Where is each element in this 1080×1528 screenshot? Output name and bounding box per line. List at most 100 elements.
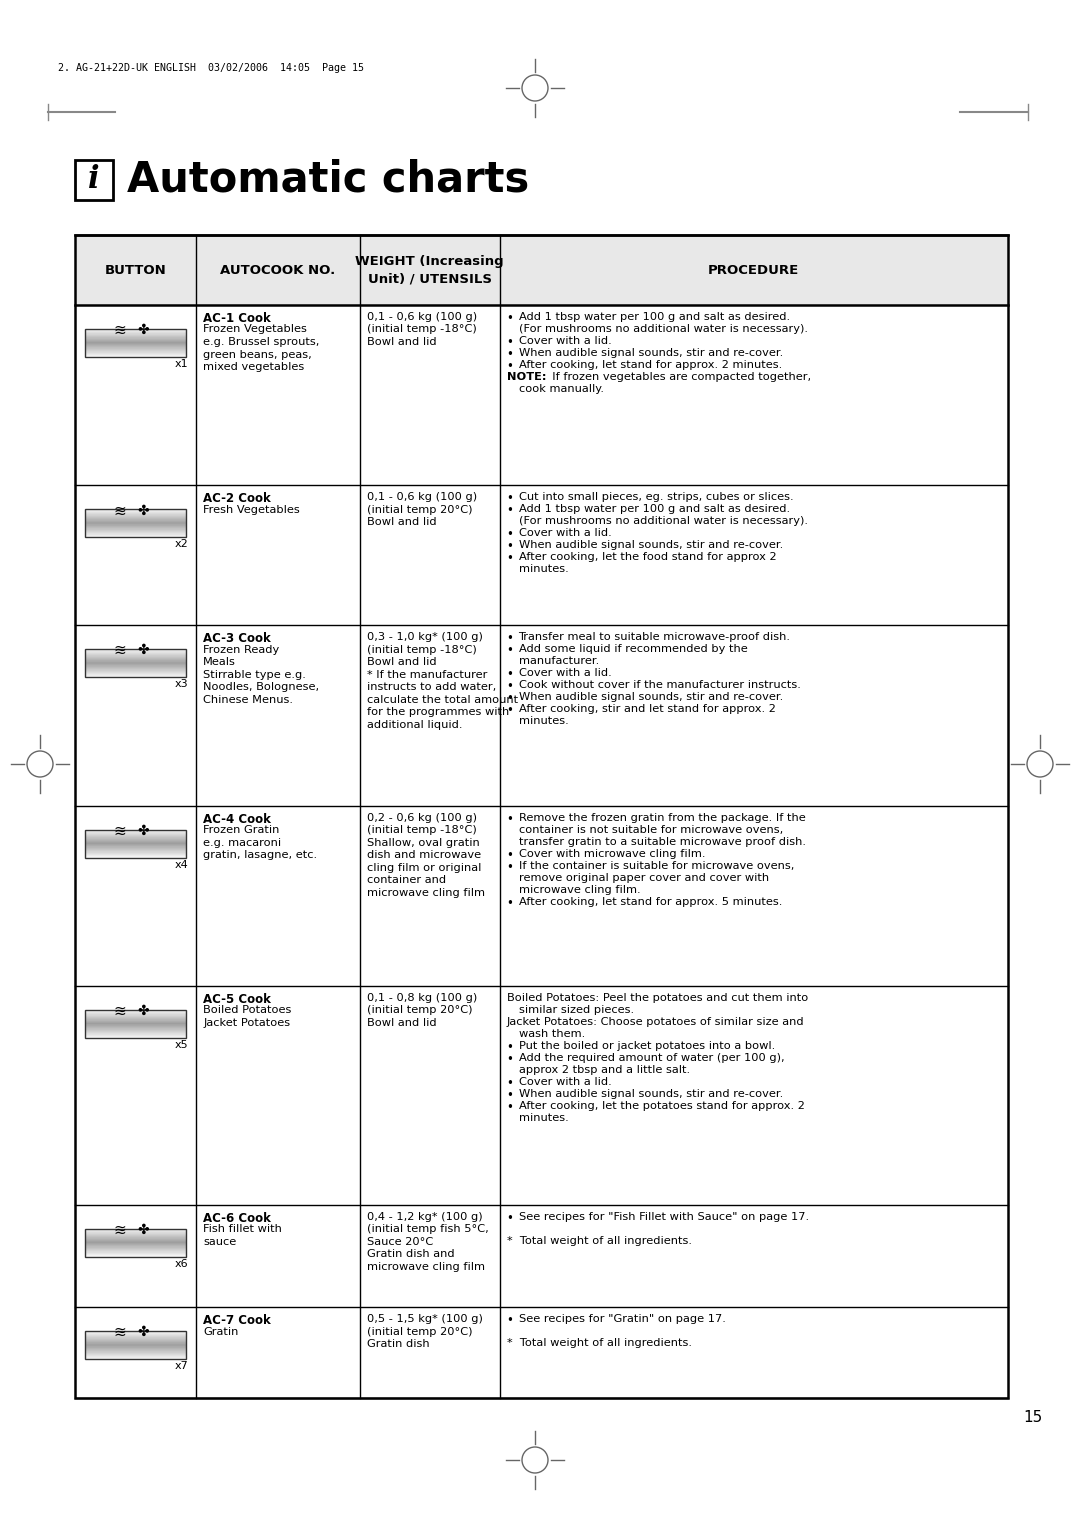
Text: ✤: ✤ xyxy=(138,1004,149,1018)
Text: Transfer meal to suitable microwave-proof dish.: Transfer meal to suitable microwave-proo… xyxy=(518,633,791,642)
Text: cling film or original: cling film or original xyxy=(366,863,481,872)
Text: mixed vegetables: mixed vegetables xyxy=(203,362,305,371)
Text: •: • xyxy=(507,552,513,565)
Text: (initial temp 20°C): (initial temp 20°C) xyxy=(366,1326,472,1337)
Text: gratin, lasagne, etc.: gratin, lasagne, etc. xyxy=(203,850,318,860)
Text: minutes.: minutes. xyxy=(518,717,568,726)
Text: •: • xyxy=(507,704,513,717)
Text: •: • xyxy=(507,541,513,553)
Text: *  Total weight of all ingredients.: * Total weight of all ingredients. xyxy=(507,1236,691,1245)
Bar xyxy=(75,160,113,200)
Text: •: • xyxy=(507,1089,513,1102)
Text: Add some liquid if recommended by the: Add some liquid if recommended by the xyxy=(518,645,747,654)
Text: See recipes for "Gratin" on page 17.: See recipes for "Gratin" on page 17. xyxy=(518,1314,726,1325)
Text: After cooking, let stand for approx. 5 minutes.: After cooking, let stand for approx. 5 m… xyxy=(518,897,782,906)
Text: •: • xyxy=(507,860,513,874)
Text: cook manually.: cook manually. xyxy=(518,384,604,394)
Text: Boiled Potatoes: Peel the potatoes and cut them into: Boiled Potatoes: Peel the potatoes and c… xyxy=(507,993,808,1002)
Text: ≋: ≋ xyxy=(113,1004,126,1019)
Text: container and: container and xyxy=(366,876,446,885)
Text: for the programmes with: for the programmes with xyxy=(366,707,509,717)
Text: ✤: ✤ xyxy=(138,1325,149,1339)
Bar xyxy=(85,1229,186,1256)
Text: calculate the total amount: calculate the total amount xyxy=(366,695,517,704)
Text: After cooking, let stand for approx. 2 minutes.: After cooking, let stand for approx. 2 m… xyxy=(518,361,782,370)
Text: Add 1 tbsp water per 100 g and salt as desired.: Add 1 tbsp water per 100 g and salt as d… xyxy=(518,504,789,515)
Text: AC-2 Cook: AC-2 Cook xyxy=(203,492,271,506)
Text: •: • xyxy=(507,1102,513,1114)
Text: Chinese Menus.: Chinese Menus. xyxy=(203,695,294,704)
Text: AC-6 Cook: AC-6 Cook xyxy=(203,1212,271,1224)
Text: •: • xyxy=(507,348,513,361)
Text: Bowl and lid: Bowl and lid xyxy=(366,657,436,668)
Text: 15: 15 xyxy=(1023,1410,1042,1426)
Text: Jacket Potatoes: Choose potatoes of similar size and: Jacket Potatoes: Choose potatoes of simi… xyxy=(507,1018,805,1027)
Text: 0,3 - 1,0 kg* (100 g): 0,3 - 1,0 kg* (100 g) xyxy=(366,633,483,642)
Text: approx 2 tbsp and a little salt.: approx 2 tbsp and a little salt. xyxy=(518,1065,690,1074)
Text: x2: x2 xyxy=(175,539,188,550)
Text: microwave cling film: microwave cling film xyxy=(366,888,485,897)
Text: (initial temp -18°C): (initial temp -18°C) xyxy=(366,324,476,335)
Text: •: • xyxy=(507,312,513,325)
Text: After cooking, let the food stand for approx 2: After cooking, let the food stand for ap… xyxy=(518,552,777,562)
Text: ≋: ≋ xyxy=(113,1222,126,1238)
Text: Cover with a lid.: Cover with a lid. xyxy=(518,529,611,538)
Text: Shallow, oval gratin: Shallow, oval gratin xyxy=(366,837,480,848)
Text: x7: x7 xyxy=(175,1361,188,1371)
Text: •: • xyxy=(507,848,513,862)
Text: See recipes for "Fish Fillet with Sauce" on page 17.: See recipes for "Fish Fillet with Sauce"… xyxy=(518,1212,809,1221)
Text: Gratin dish: Gratin dish xyxy=(366,1339,429,1349)
Text: Fish fillet with: Fish fillet with xyxy=(203,1224,282,1235)
Text: ✤: ✤ xyxy=(138,643,149,657)
Text: Noodles, Bolognese,: Noodles, Bolognese, xyxy=(203,681,320,692)
Text: Gratin dish and: Gratin dish and xyxy=(366,1248,455,1259)
Text: x4: x4 xyxy=(175,860,188,869)
Bar xyxy=(85,1331,186,1360)
Text: minutes.: minutes. xyxy=(518,1112,568,1123)
Text: 0,1 - 0,6 kg (100 g): 0,1 - 0,6 kg (100 g) xyxy=(366,312,476,322)
Text: e.g. macaroni: e.g. macaroni xyxy=(203,837,282,848)
Text: When audible signal sounds, stir and re-cover.: When audible signal sounds, stir and re-… xyxy=(518,692,783,703)
Text: When audible signal sounds, stir and re-cover.: When audible signal sounds, stir and re-… xyxy=(518,348,783,358)
Text: x6: x6 xyxy=(175,1259,188,1268)
Text: Add 1 tbsp water per 100 g and salt as desired.: Add 1 tbsp water per 100 g and salt as d… xyxy=(518,312,789,322)
Text: minutes.: minutes. xyxy=(518,564,568,575)
Text: (For mushrooms no additional water is necessary).: (For mushrooms no additional water is ne… xyxy=(518,324,808,335)
Bar xyxy=(85,509,186,538)
Text: If the container is suitable for microwave ovens,: If the container is suitable for microwa… xyxy=(518,860,794,871)
Text: (initial temp -18°C): (initial temp -18°C) xyxy=(366,825,476,836)
Text: When audible signal sounds, stir and re-cover.: When audible signal sounds, stir and re-… xyxy=(518,541,783,550)
Text: NOTE:: NOTE: xyxy=(507,371,546,382)
Text: Put the boiled or jacket potatoes into a bowl.: Put the boiled or jacket potatoes into a… xyxy=(518,1041,774,1051)
Text: ✤: ✤ xyxy=(138,1222,149,1236)
Text: transfer gratin to a suitable microwave proof dish.: transfer gratin to a suitable microwave … xyxy=(518,837,806,847)
Text: •: • xyxy=(507,668,513,681)
Text: remove original paper cover and cover with: remove original paper cover and cover wi… xyxy=(518,872,769,883)
Text: Bowl and lid: Bowl and lid xyxy=(366,1018,436,1028)
Text: green beans, peas,: green beans, peas, xyxy=(203,350,312,359)
Text: ≋: ≋ xyxy=(113,503,126,518)
Text: •: • xyxy=(507,897,513,909)
Text: If frozen vegetables are compacted together,: If frozen vegetables are compacted toget… xyxy=(544,371,811,382)
Text: •: • xyxy=(507,1314,513,1328)
Text: ✤: ✤ xyxy=(138,503,149,518)
Text: BUTTON: BUTTON xyxy=(105,263,166,277)
Text: •: • xyxy=(507,692,513,706)
Text: Boiled Potatoes: Boiled Potatoes xyxy=(203,1005,292,1016)
Text: 0,4 - 1,2 kg* (100 g): 0,4 - 1,2 kg* (100 g) xyxy=(366,1212,482,1221)
Text: AC-5 Cook: AC-5 Cook xyxy=(203,993,271,1005)
Text: microwave cling film: microwave cling film xyxy=(366,1262,485,1271)
Text: AC-4 Cook: AC-4 Cook xyxy=(203,813,271,825)
Text: AC-7 Cook: AC-7 Cook xyxy=(203,1314,271,1328)
Text: additional liquid.: additional liquid. xyxy=(366,720,462,730)
Text: ≋: ≋ xyxy=(113,824,126,839)
Text: (initial temp -18°C): (initial temp -18°C) xyxy=(366,645,476,656)
Text: •: • xyxy=(507,633,513,645)
Text: instructs to add water,: instructs to add water, xyxy=(366,681,496,692)
Text: Jacket Potatoes: Jacket Potatoes xyxy=(203,1018,291,1028)
Bar xyxy=(85,830,186,857)
Text: microwave cling film.: microwave cling film. xyxy=(518,885,640,894)
Text: 0,5 - 1,5 kg* (100 g): 0,5 - 1,5 kg* (100 g) xyxy=(366,1314,483,1325)
Text: * If the manufacturer: * If the manufacturer xyxy=(366,669,487,680)
Text: After cooking, let the potatoes stand for approx. 2: After cooking, let the potatoes stand fo… xyxy=(518,1102,805,1111)
